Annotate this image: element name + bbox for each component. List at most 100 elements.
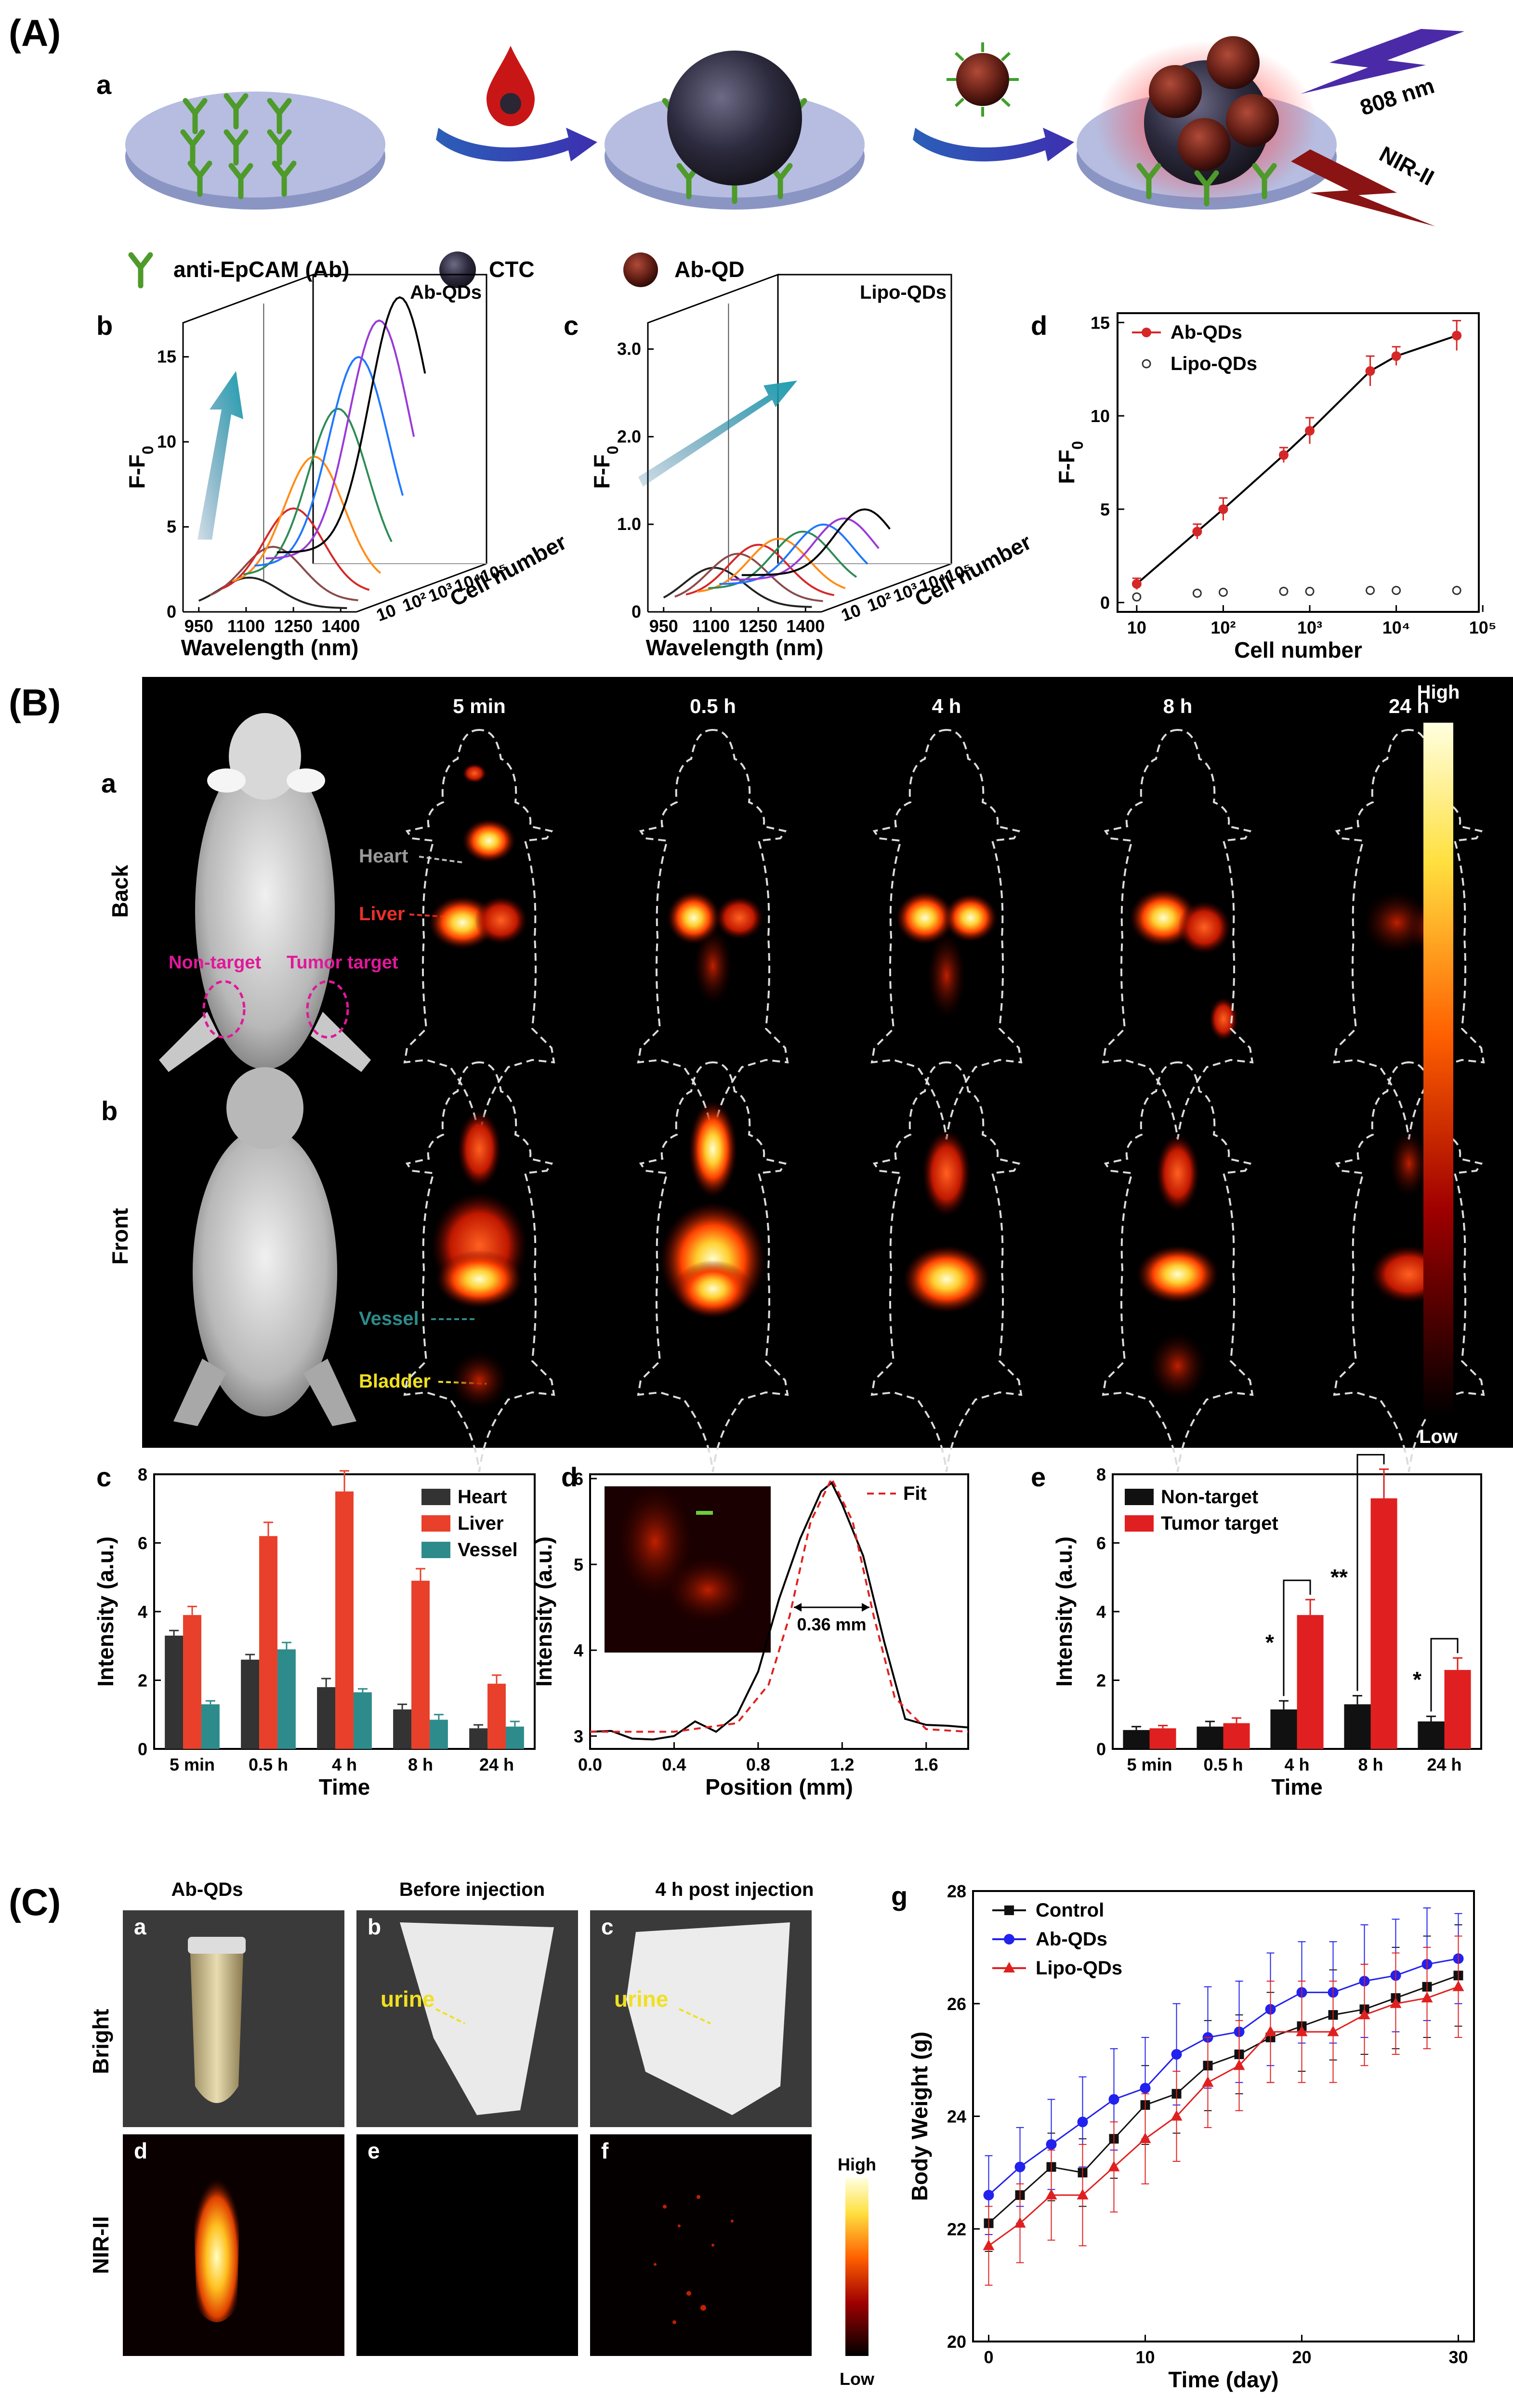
legend-ab-qd-icon bbox=[623, 252, 658, 287]
spectrum-curve bbox=[674, 553, 823, 602]
laser-808-icon: 808 nm bbox=[1301, 29, 1464, 120]
y-tick-label: 28 bbox=[947, 1881, 966, 1901]
axis-line bbox=[821, 563, 952, 613]
x-tick-label: 1.2 bbox=[830, 1755, 854, 1774]
data-point bbox=[1108, 2094, 1119, 2105]
data-point bbox=[1390, 1997, 1402, 2008]
data-point-lipo-qds bbox=[1392, 585, 1401, 595]
data-point-ab-qds bbox=[1278, 450, 1289, 460]
significance-bracket bbox=[1356, 1454, 1385, 1691]
y-tick-label: 5 bbox=[167, 517, 176, 537]
x-tick-label: 5 min bbox=[1127, 1755, 1172, 1774]
legend-antibody: anti-EpCAM (Ab) bbox=[173, 257, 349, 282]
data-point-ab-qds bbox=[1391, 351, 1401, 361]
bar bbox=[335, 1491, 354, 1749]
y-tick-label: 8 bbox=[1096, 1465, 1106, 1484]
y-tick-label: 6 bbox=[138, 1534, 147, 1553]
y-tick-label: 24 bbox=[947, 2107, 966, 2127]
vessel-profile-chart: 0.0 0.4 0.8 1.2 1.6 3 4 5 6 0.36 mm Fit Position (m… bbox=[531, 1469, 969, 1799]
y-tick-label: 0 bbox=[138, 1739, 147, 1759]
x-tick-label: 30 bbox=[1448, 2347, 1468, 2367]
legend-marker bbox=[1003, 1962, 1015, 1972]
bar bbox=[1344, 1704, 1371, 1749]
colorbar-low-label: Low bbox=[840, 2369, 875, 2389]
y-tick-label: 0 bbox=[1100, 593, 1110, 613]
organ-annotations: Heart Liver Non-target Tumor target Vess… bbox=[169, 846, 487, 1392]
time-header: 5 min bbox=[453, 695, 506, 717]
legend-label: Vessel bbox=[458, 1539, 518, 1561]
data-point bbox=[983, 2239, 995, 2250]
data-point bbox=[983, 2190, 994, 2201]
cell-number-chart: 10 10² 10³ 10⁴ 10⁵ 0 5 10 15 Cell number F-F0 Ab-QD… bbox=[1054, 312, 1497, 662]
bar bbox=[353, 1692, 372, 1749]
time-header: 8 h bbox=[1163, 695, 1193, 717]
ctc-capture-disc bbox=[605, 51, 865, 210]
legend-label: Tumor target bbox=[1161, 1513, 1278, 1534]
y-axis-label: F-F0 bbox=[589, 446, 621, 489]
nir-front-5min bbox=[404, 1061, 555, 1473]
tumor-intensity-chart: 0 2 4 6 8 5 min 0.5 h 4 h 8 h 24 h Time Intensity (… bbox=[1052, 1454, 1482, 1799]
spectrum-curve bbox=[210, 545, 358, 601]
series-line bbox=[988, 1958, 1459, 2196]
legend-label: Ab-QDs bbox=[1171, 322, 1242, 343]
y-tick-label: 4 bbox=[574, 1641, 583, 1660]
z-axis-label: Cell number bbox=[446, 529, 570, 611]
x-tick-label: 20 bbox=[1292, 2347, 1311, 2367]
data-point-ab-qds bbox=[1365, 366, 1375, 376]
paper-photo bbox=[400, 1922, 554, 2115]
colorbar-imaging: High Low bbox=[1417, 682, 1460, 1447]
col-title-4h-post: 4 h post injection bbox=[656, 1879, 814, 1900]
y-tick-label: 20 bbox=[947, 2332, 966, 2352]
data-point bbox=[1421, 1992, 1433, 2003]
row-label-bright: Bright bbox=[88, 2009, 113, 2074]
data-point bbox=[1014, 2161, 1026, 2172]
imaging-time-headers: 5 min 0.5 h 4 h 8 h 24 h bbox=[453, 695, 1429, 717]
x-tick-label: 24 h bbox=[479, 1755, 514, 1774]
y-tick-label: 4 bbox=[138, 1602, 147, 1622]
panel-B-b-label: b bbox=[101, 1096, 118, 1126]
x-tick-label: 0.8 bbox=[746, 1755, 770, 1774]
data-point bbox=[1264, 2025, 1276, 2037]
x-tick-label: 1250 bbox=[274, 616, 313, 636]
data-point-ab-qds bbox=[1305, 426, 1315, 436]
x-tick-label: 24 h bbox=[1427, 1755, 1461, 1774]
bar bbox=[1297, 1615, 1324, 1749]
y-tick-label: 8 bbox=[138, 1465, 147, 1484]
z-tick-label: 10² bbox=[865, 588, 895, 615]
axis-wall bbox=[313, 274, 487, 564]
spectrum-curve bbox=[719, 523, 868, 585]
bar bbox=[487, 1683, 506, 1749]
x-tick-label: 8 h bbox=[408, 1755, 433, 1774]
legend-label: Control bbox=[1036, 1900, 1104, 1921]
y-tick-label: 10 bbox=[157, 432, 176, 451]
y-axis-subscript: 0 bbox=[1069, 441, 1086, 450]
bar bbox=[1444, 1670, 1471, 1749]
bar bbox=[1223, 1723, 1250, 1749]
legend-label: Ab-QDs bbox=[1036, 1929, 1107, 1950]
tube-photo bbox=[188, 1937, 246, 2103]
plot-frame bbox=[589, 1473, 969, 1750]
spectrum-curve bbox=[221, 507, 370, 591]
x-tick-label: 10² bbox=[1210, 618, 1236, 637]
bar bbox=[1418, 1721, 1445, 1749]
bar bbox=[505, 1726, 524, 1749]
x-tick-label: 4 h bbox=[1284, 1755, 1309, 1774]
data-point bbox=[1046, 2139, 1057, 2150]
plot-frame bbox=[1117, 312, 1480, 613]
panel-C-e-label: e bbox=[368, 2138, 380, 2163]
x-tick-label: 0.5 h bbox=[249, 1755, 288, 1774]
bar bbox=[1123, 1730, 1150, 1749]
y-axis-label: Intensity (a.u.) bbox=[531, 1536, 556, 1687]
legend-label: Lipo-QDs bbox=[1171, 353, 1257, 374]
bar bbox=[259, 1536, 277, 1749]
y-tick-label: 5 bbox=[1100, 500, 1110, 519]
x-tick-label: 10 bbox=[1127, 618, 1146, 637]
series-line bbox=[988, 1986, 1459, 2247]
series-line bbox=[988, 1974, 1459, 2224]
legend-ctc-icon bbox=[439, 251, 476, 288]
bar bbox=[277, 1649, 296, 1749]
colorbar-nir: High Low bbox=[838, 2155, 876, 2389]
panel-C-c-label: c bbox=[601, 1914, 614, 1939]
data-point bbox=[1077, 2189, 1089, 2200]
panel-A-label: (A) bbox=[9, 12, 61, 54]
